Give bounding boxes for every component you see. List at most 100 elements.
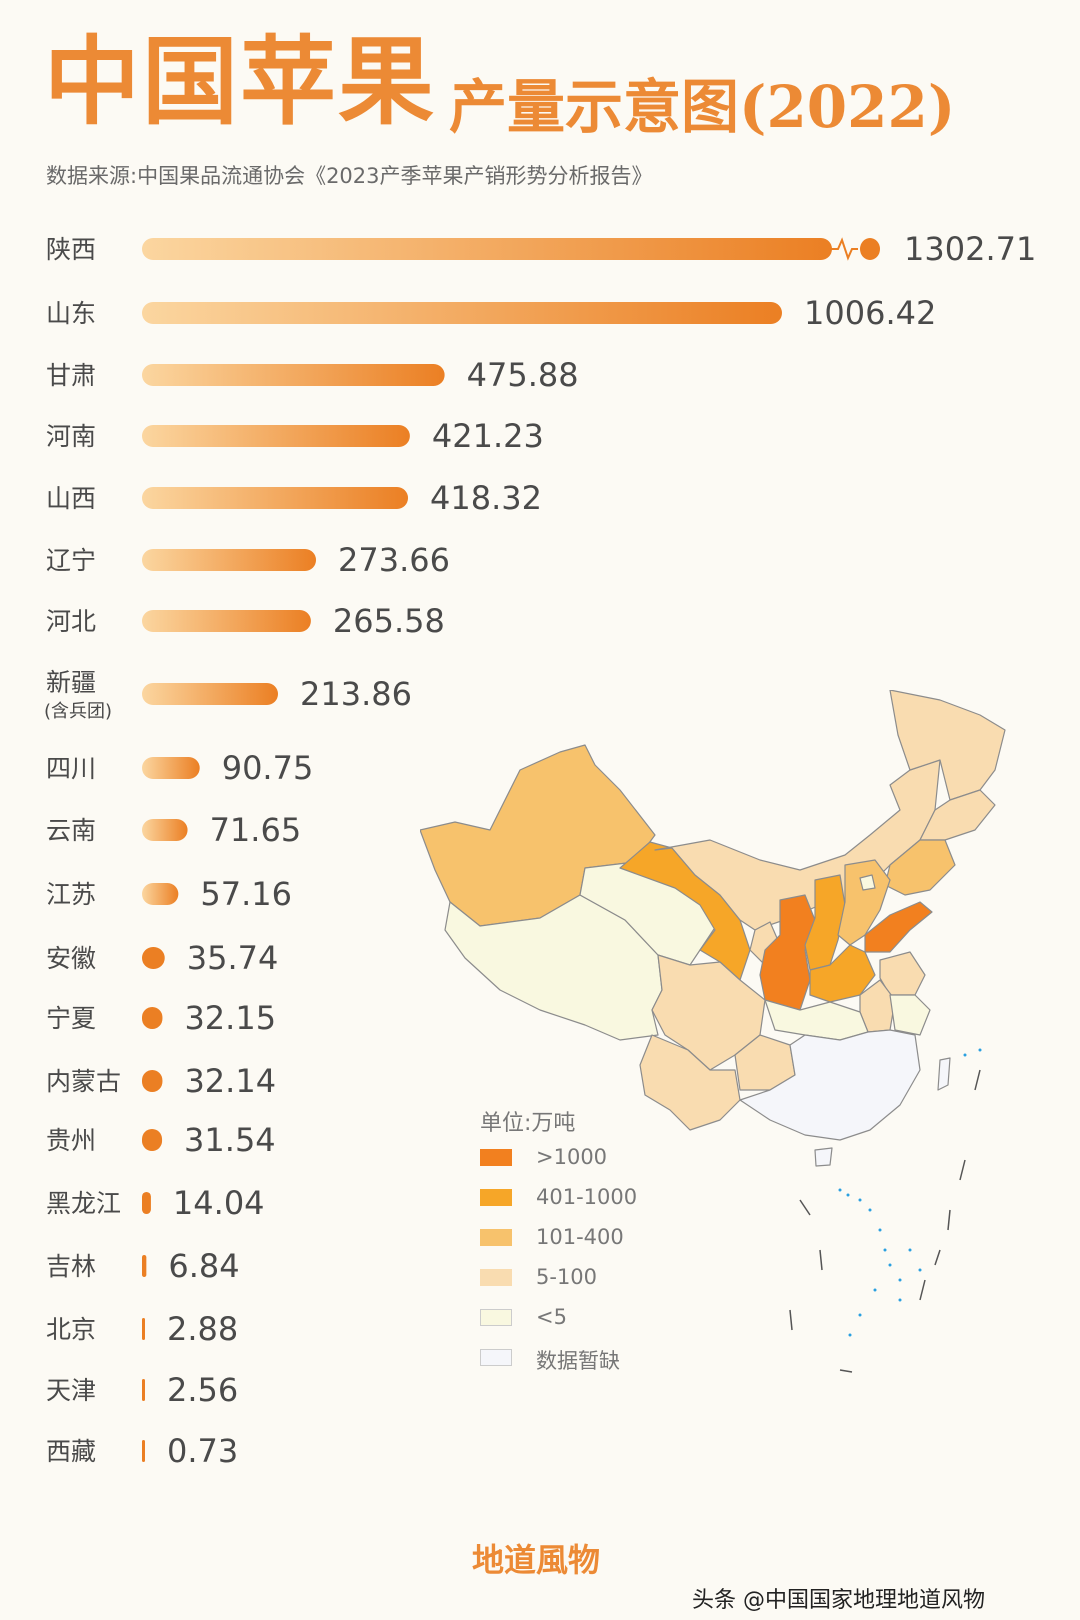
value-label: 265.58	[333, 602, 445, 640]
value-label: 57.16	[200, 875, 292, 913]
legend-item: 101-400	[480, 1225, 740, 1249]
category-label: 云南	[46, 816, 96, 845]
bar	[142, 683, 278, 705]
category-label: 安徽	[46, 944, 96, 973]
value-label: 2.88	[167, 1310, 238, 1348]
bar	[142, 1255, 147, 1277]
bar	[142, 757, 200, 779]
category-label: 江苏	[46, 880, 96, 909]
value-label: 32.14	[184, 1062, 276, 1100]
south-sea-islands	[838, 1048, 982, 1337]
bar	[142, 819, 188, 841]
legend-item: <5	[480, 1305, 740, 1329]
category-label: 天津	[46, 1376, 96, 1405]
bar	[142, 1007, 163, 1029]
bar	[142, 425, 410, 447]
category-label: 黑龙江	[46, 1189, 121, 1218]
value-label: 1302.71	[904, 230, 1036, 268]
legend-swatch	[480, 1149, 512, 1166]
map-region-hainan	[814, 1147, 833, 1167]
bar	[142, 487, 409, 509]
category-label: 河北	[46, 607, 96, 636]
bar	[142, 549, 317, 571]
value-label: 14.04	[173, 1184, 265, 1222]
legend-label: >1000	[536, 1145, 608, 1169]
bar	[142, 883, 179, 905]
map-region-yunnan	[639, 1034, 741, 1131]
value-label: 71.65	[210, 811, 302, 849]
map-region-henan	[809, 944, 876, 1003]
legend-swatch	[480, 1349, 512, 1366]
category-label: 山西	[46, 484, 96, 513]
title-main: 中国苹果	[44, 25, 436, 138]
category-label: 西藏	[46, 1437, 96, 1466]
value-label: 213.86	[300, 675, 412, 713]
category-label: 宁夏	[46, 1004, 96, 1033]
category-label: 山东	[46, 299, 96, 328]
title: 中国苹果 产量示意图(2022)	[44, 32, 1044, 147]
map-legend: 单位:万吨 >1000 401-1000 101-400 5-100 <5 数据暂缺	[480, 1105, 740, 1405]
legend-swatch	[480, 1309, 512, 1326]
title-sub: 产量示意图(2022)	[449, 73, 956, 141]
china-map	[419, 689, 1060, 1410]
bar	[142, 1440, 145, 1462]
category-label: 吉林	[46, 1252, 96, 1281]
legend-label: 101-400	[536, 1225, 624, 1249]
legend-swatch	[480, 1189, 512, 1206]
legend-label: 401-1000	[536, 1185, 638, 1209]
data-source: 数据来源:中国果品流通协会《2023产季苹果产销形势分析报告》	[46, 164, 653, 188]
bar	[142, 1379, 145, 1401]
map-region-taiwan	[937, 1057, 951, 1091]
legend-swatch	[480, 1269, 512, 1286]
value-label: 475.88	[467, 356, 579, 394]
value-label: 31.54	[184, 1121, 276, 1159]
value-label: 1006.42	[804, 294, 936, 332]
value-label: 90.75	[222, 749, 314, 787]
category-label: 河南	[46, 422, 96, 451]
category-label: 北京	[46, 1315, 96, 1344]
bar	[142, 238, 832, 260]
axis-break-mark	[830, 237, 858, 261]
map-region-hubei	[764, 999, 869, 1041]
value-label: 32.15	[184, 999, 276, 1037]
category-label: 新疆	[46, 668, 96, 697]
legend-item: 401-1000	[480, 1185, 740, 1209]
value-label: 35.74	[187, 939, 279, 977]
value-label: 421.23	[432, 417, 544, 455]
value-label: 0.73	[167, 1432, 238, 1470]
legend-item: 数据暂缺	[480, 1345, 740, 1373]
category-label: 内蒙古	[46, 1067, 121, 1096]
map-region-beijing	[859, 874, 876, 891]
bar	[142, 610, 311, 632]
value-label: 6.84	[168, 1247, 239, 1285]
bar	[142, 302, 782, 324]
value-label: 418.32	[430, 479, 542, 517]
bar	[142, 364, 445, 386]
bar	[142, 1129, 163, 1151]
bar	[142, 1070, 163, 1092]
legend-label: 5-100	[536, 1265, 598, 1289]
map-region-xizang	[444, 894, 663, 1041]
category-label: 辽宁	[46, 546, 96, 575]
map-region-south	[739, 1029, 921, 1141]
category-label: 四川	[46, 754, 96, 783]
bar-chart: 陕西 1302.71 山东 1006.42 甘肃 475.88 河南 421.23 山西 418.…	[44, 230, 1036, 1470]
legend-title: 单位:万吨	[480, 1111, 576, 1136]
brand-logo: 地道風物	[472, 1541, 601, 1579]
category-note: (含兵团)	[44, 701, 112, 722]
bar	[142, 947, 165, 969]
legend-item: 5-100	[480, 1265, 740, 1289]
value-label: 2.56	[167, 1371, 238, 1409]
watermark: 头条 @中国国家地理地道风物	[692, 1588, 985, 1613]
bar	[142, 1318, 145, 1340]
legend-swatch	[480, 1229, 512, 1246]
bar-end	[860, 238, 880, 260]
bar	[142, 1192, 151, 1214]
legend-item: >1000	[480, 1145, 740, 1169]
value-label: 273.66	[338, 541, 450, 579]
legend-label: <5	[536, 1305, 567, 1329]
map-region-shandong	[864, 901, 933, 953]
legend-label: 数据暂缺	[536, 1349, 620, 1373]
category-label: 陕西	[46, 235, 96, 264]
category-label: 贵州	[46, 1126, 96, 1155]
